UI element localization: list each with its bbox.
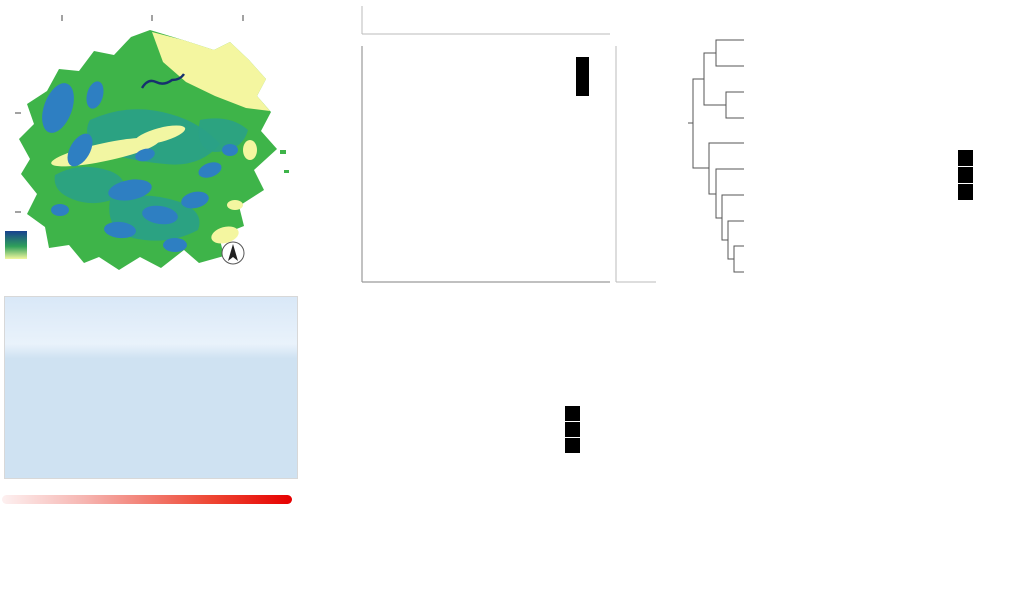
legend-swatch-gut [576, 83, 589, 96]
dendrogram [688, 39, 744, 273]
legend-swatch-soil [958, 150, 973, 166]
panel-clones [0, 480, 300, 606]
legend-swatch-fruit [576, 70, 589, 83]
clone-fruit-row [0, 508, 300, 580]
legend-swatch-gut [958, 184, 973, 200]
legend-swatch-soil [576, 57, 589, 70]
legend-swatch-gut [565, 438, 580, 453]
enrich-legend [565, 406, 580, 453]
heatmap-overlay-svg [688, 39, 973, 273]
heatmap-column-strip [745, 13, 859, 25]
river-line [140, 73, 185, 89]
legend-swatch-fruit [565, 422, 580, 437]
heatmap-group-legend [958, 150, 973, 200]
north-arrow-icon [221, 241, 245, 265]
map-elevation-legend [5, 231, 27, 259]
orchard-photo-art [5, 297, 297, 478]
panel-photo [0, 278, 300, 480]
province-map-art [19, 30, 289, 270]
pcoa-legend [576, 57, 589, 96]
legend-swatch-soil [565, 406, 580, 421]
map-svg [5, 15, 289, 270]
panel-map [0, 0, 300, 284]
heatmap-colorbar [958, 30, 971, 122]
panel-ternary-enrich [300, 310, 660, 606]
panel-heatmap [660, 0, 1009, 300]
panel-ternary-otus [660, 310, 1009, 606]
panel-pcoa [300, 0, 660, 310]
legend-swatch-fruit [958, 167, 973, 183]
saponin-gradient-bar [2, 495, 292, 504]
orchard-photo [4, 296, 298, 479]
ternary-enrich-svg [565, 406, 580, 453]
ternary-otus-svg [660, 310, 1009, 606]
pcoa-svg [361, 6, 656, 283]
